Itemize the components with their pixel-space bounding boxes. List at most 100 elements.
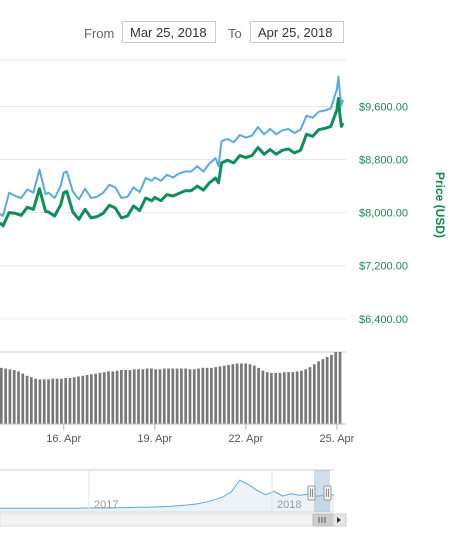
x-tick-label: 22. Apr [228,433,263,445]
volume-bar [235,363,239,424]
volume-bar [124,370,128,424]
navigator-year-label: 2018 [277,499,301,511]
volume-bar [111,371,115,424]
volume-bar [34,378,37,424]
volume-bar [150,368,153,424]
volume-bar [192,369,196,424]
volume-bar [287,372,290,424]
series-line-upper [0,75,344,217]
volume-bar [8,369,12,424]
volume-bar [334,352,338,424]
y-tick-label: $8,000.00 [359,208,408,220]
navigator[interactable]: 2017 2018 [0,469,347,527]
x-tick-label: 16. Apr [46,433,81,445]
volume-bar [274,372,278,424]
volume-bar [300,370,303,424]
volume-bar [128,370,132,424]
volume-bar [55,378,59,424]
range-selector: From Mar 25, 2018 To Apr 25, 2018 [0,0,461,60]
volume-bar [240,363,243,424]
y-tick-label: $9,600.00 [359,101,408,113]
volume-bar [330,354,333,424]
navigator-selection[interactable] [314,470,330,512]
volume-bar [188,369,192,424]
volume-bar [12,370,16,424]
volume-bar [308,367,312,424]
x-axis: 16. Apr 19. Apr 22. Apr 25. Apr [46,424,355,445]
volume-bar [162,368,166,424]
volume-bar [64,377,67,424]
navigator-handle[interactable] [323,485,332,501]
volume-bar [120,370,123,424]
volume-bar [90,374,93,424]
volume-bar [25,375,29,424]
y-tick-label: $6,400.00 [359,314,408,326]
volume-bar [222,365,226,424]
navigator-year-label: 2017 [94,499,118,511]
volume-bar [0,367,3,424]
volume-bar [141,369,145,424]
volume-bar [98,372,102,424]
volume-bar [137,369,140,424]
volume-bar [30,377,33,424]
volume-bar [145,368,149,424]
navigator-line [0,479,335,509]
scrollbar-thumb[interactable] [312,513,334,527]
y-tick-label: $7,200.00 [359,261,408,273]
scrollbar-right-arrow[interactable] [332,513,347,527]
volume-bar [317,361,320,424]
grid [0,59,346,353]
volume-bar [295,371,299,424]
volume-bar [265,372,269,424]
navigator-handle[interactable] [307,485,316,501]
volume-bar [21,373,25,424]
volume-bar [231,364,235,424]
volume-bar [210,367,213,424]
volume-bar [270,372,273,424]
x-tick-label: 19. Apr [137,433,172,445]
volume-bar [321,359,325,424]
volume-bar [338,352,342,424]
price-series [0,75,345,228]
from-label: From [84,26,115,41]
volume-bar [107,371,110,424]
volume-bar [201,367,205,424]
volume-bar [252,365,256,424]
volume-bar [47,379,50,424]
y-axis: $6,400.00 $7,200.00 $8,000.00 $8,800.00 $9,6… [359,101,408,325]
volume-bar [278,372,282,424]
to-label: To [228,26,242,41]
volume-bar [244,363,248,424]
volume-bar [205,367,209,424]
volume-bar [17,371,20,424]
volume-bar [77,376,80,424]
volume-bar [42,379,46,424]
volume-bar [132,369,136,424]
volume-bar [325,357,329,424]
volume-bar [167,368,170,424]
volume-bar [4,368,7,424]
volume-bar [184,368,188,424]
to-date-input[interactable]: Apr 25, 2018 [250,21,344,43]
volume-bar [102,372,106,424]
volume-bar [180,368,183,424]
volume-bar [158,369,162,424]
navigator-area [0,480,334,512]
from-date-input[interactable]: Mar 25, 2018 [122,21,216,43]
volume-bar [94,373,98,424]
volume-bar [214,367,218,424]
volume-bar [291,372,295,424]
volume-bar [68,377,72,424]
volume-bar [227,364,230,424]
scrollbar-track[interactable] [0,513,347,527]
volume-bar [72,377,76,424]
series-line-lower [0,97,345,228]
y-axis-title: Price (USD) [433,172,447,238]
volume-bar [248,364,252,424]
volume-bar [197,368,200,424]
volume-bar [257,367,260,424]
volume-bar [51,378,55,424]
volume-bar [81,375,85,424]
volume-bar [282,372,286,424]
